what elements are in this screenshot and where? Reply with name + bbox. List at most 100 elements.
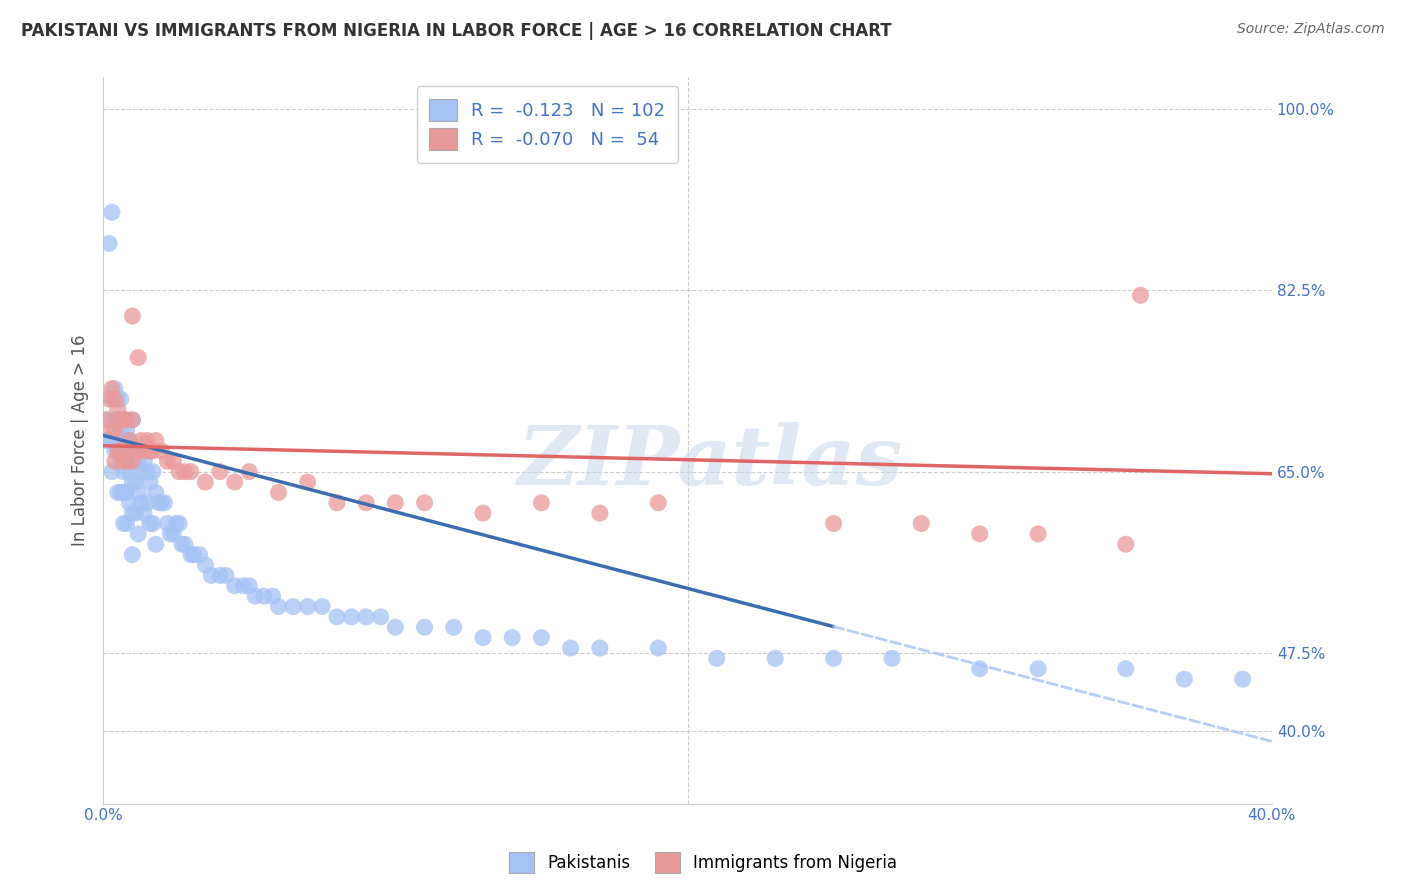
Point — [107, 485, 129, 500]
Point — [132, 506, 155, 520]
Point — [124, 443, 146, 458]
Point — [232, 579, 254, 593]
Point — [188, 548, 211, 562]
Point — [110, 392, 132, 406]
Point — [589, 640, 612, 655]
Point — [153, 496, 176, 510]
Point — [121, 443, 143, 458]
Point — [384, 620, 406, 634]
Point — [162, 527, 184, 541]
Point — [183, 548, 205, 562]
Point — [267, 485, 290, 500]
Point — [104, 443, 127, 458]
Point — [180, 465, 202, 479]
Point — [530, 496, 553, 510]
Text: ZIPatlas: ZIPatlas — [519, 422, 904, 502]
Point — [115, 454, 138, 468]
Point — [224, 475, 246, 489]
Point — [121, 506, 143, 520]
Point — [167, 516, 190, 531]
Point — [148, 496, 170, 510]
Point — [110, 413, 132, 427]
Point — [150, 496, 173, 510]
Point — [530, 631, 553, 645]
Point — [311, 599, 333, 614]
Point — [145, 537, 167, 551]
Point — [340, 610, 363, 624]
Point — [174, 465, 197, 479]
Point — [1115, 537, 1137, 551]
Point — [107, 413, 129, 427]
Point — [121, 454, 143, 468]
Point — [910, 516, 932, 531]
Text: PAKISTANI VS IMMIGRANTS FROM NIGERIA IN LABOR FORCE | AGE > 16 CORRELATION CHART: PAKISTANI VS IMMIGRANTS FROM NIGERIA IN … — [21, 22, 891, 40]
Point — [101, 465, 124, 479]
Point — [127, 485, 149, 500]
Point — [124, 475, 146, 489]
Point — [142, 443, 165, 458]
Point — [104, 423, 127, 437]
Point — [354, 496, 377, 510]
Point — [297, 599, 319, 614]
Point — [238, 465, 260, 479]
Point — [124, 506, 146, 520]
Point — [110, 485, 132, 500]
Point — [118, 434, 141, 448]
Point — [127, 527, 149, 541]
Point — [472, 631, 495, 645]
Point — [118, 434, 141, 448]
Point — [501, 631, 523, 645]
Point — [472, 506, 495, 520]
Point — [1115, 662, 1137, 676]
Point — [104, 454, 127, 468]
Point — [129, 465, 152, 479]
Point — [104, 392, 127, 406]
Point — [112, 454, 135, 468]
Point — [326, 610, 349, 624]
Point — [969, 527, 991, 541]
Point — [101, 434, 124, 448]
Point — [560, 640, 582, 655]
Point — [162, 454, 184, 468]
Point — [129, 434, 152, 448]
Point — [142, 516, 165, 531]
Point — [112, 485, 135, 500]
Point — [136, 465, 159, 479]
Point — [238, 579, 260, 593]
Point — [107, 402, 129, 417]
Point — [115, 485, 138, 500]
Point — [200, 568, 222, 582]
Point — [127, 454, 149, 468]
Point — [823, 651, 845, 665]
Text: Source: ZipAtlas.com: Source: ZipAtlas.com — [1237, 22, 1385, 37]
Point — [1026, 527, 1049, 541]
Point — [101, 382, 124, 396]
Point — [136, 496, 159, 510]
Point — [139, 443, 162, 458]
Point — [1129, 288, 1152, 302]
Point — [112, 413, 135, 427]
Point — [118, 465, 141, 479]
Point — [110, 443, 132, 458]
Point — [112, 516, 135, 531]
Point — [132, 443, 155, 458]
Point — [115, 516, 138, 531]
Point — [121, 413, 143, 427]
Point — [110, 454, 132, 468]
Point — [281, 599, 304, 614]
Point — [1026, 662, 1049, 676]
Point — [253, 589, 276, 603]
Point — [101, 392, 124, 406]
Point — [208, 568, 231, 582]
Point — [174, 537, 197, 551]
Point — [94, 434, 117, 448]
Point — [139, 516, 162, 531]
Point — [180, 548, 202, 562]
Point — [145, 434, 167, 448]
Point — [589, 506, 612, 520]
Point — [763, 651, 786, 665]
Point — [443, 620, 465, 634]
Point — [115, 454, 138, 468]
Point — [215, 568, 238, 582]
Point — [880, 651, 903, 665]
